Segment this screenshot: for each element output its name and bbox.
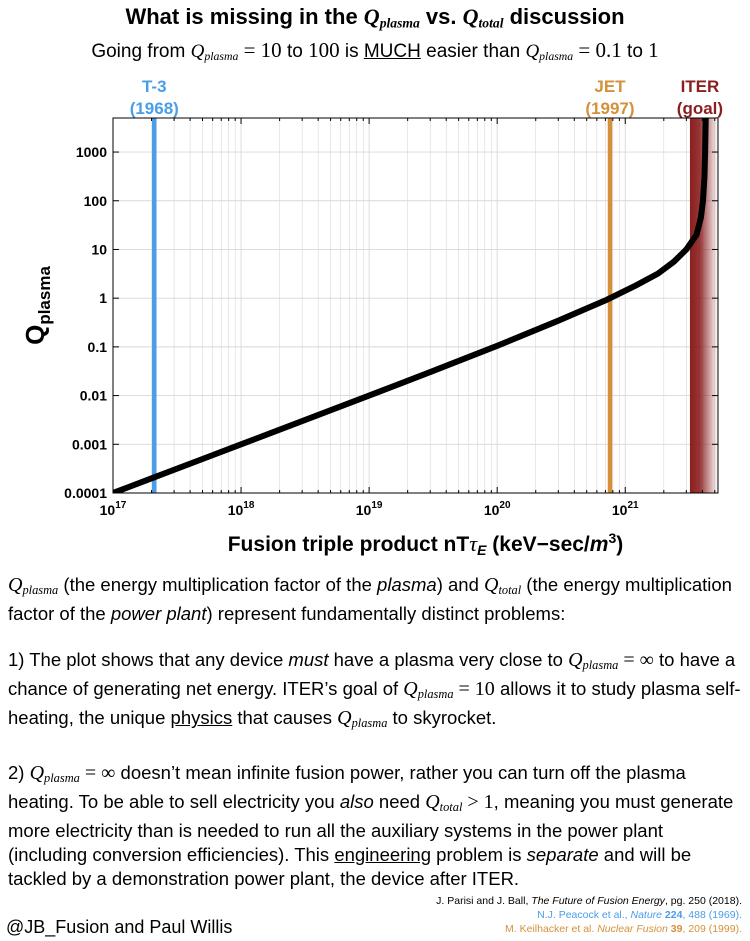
- y-axis-label: Qplasma: [20, 266, 54, 345]
- subtitle-much: MUCH: [363, 41, 421, 62]
- paragraph-3: 2) Qplasma = ∞ doesn’t mean infinite fus…: [8, 762, 734, 890]
- title-text-mid: vs.: [419, 4, 463, 29]
- x-tick-label: 1020: [484, 500, 511, 518]
- marker-year-label: (1997): [585, 99, 634, 118]
- q-plasma-term: Qplasma: [8, 574, 59, 598]
- marker-name-label: ITER: [681, 77, 720, 96]
- y-tick-label: 0.1: [88, 339, 108, 355]
- paragraph-1: Qplasma (the energy multiplication facto…: [8, 574, 732, 625]
- chart-subtitle: Going from Qplasma = 10 to 100 is MUCH e…: [91, 38, 659, 63]
- q-total-term: Qtotal: [484, 574, 522, 598]
- y-tick-label: 0.0001: [64, 485, 107, 501]
- fusion-chart: 0.0001 0.001 0.01 0.1 1 10 100 1000 1017 1018 1019…: [20, 77, 723, 558]
- title-q-plasma: Qplasma: [363, 4, 420, 31]
- marker-year-label: (1968): [130, 99, 179, 118]
- marker-name-label: JET: [594, 77, 626, 96]
- y-tick-label: 0.001: [72, 436, 107, 452]
- x-tick-label: 1018: [228, 500, 255, 518]
- references: J. Parisi and J. Ball, The Future of Fus…: [436, 894, 742, 936]
- x-axis-label: Fusion triple product nTτE (keV−sec/m3): [228, 530, 624, 558]
- chart-title: What is missing in the Qplasma vs. Qtota…: [0, 4, 750, 31]
- y-tick-label: 0.01: [80, 388, 107, 404]
- reference-keilhacker: M. Keilhacker et al. Nuclear Fusion 39, …: [505, 923, 742, 935]
- paragraph-2: 1) The plot shows that any device must h…: [8, 649, 741, 731]
- y-tick-label: 1000: [76, 144, 107, 160]
- q-plasma-curve: [113, 118, 709, 493]
- title-q-total: Qtotal: [462, 4, 504, 31]
- x-tick-label: 1021: [612, 500, 639, 518]
- title-text-start: What is missing in the: [125, 4, 364, 29]
- author-credit: @JB_Fusion and Paul Willis: [6, 917, 233, 937]
- y-tick-label: 100: [84, 193, 108, 209]
- reference-parisi-ball: J. Parisi and J. Ball, The Future of Fus…: [436, 895, 742, 907]
- x-tick-label: 1019: [356, 500, 383, 518]
- plot-frame: [112, 117, 719, 494]
- marker-name-label: T-3: [142, 77, 167, 96]
- reference-peacock: N.J. Peacock et al., Nature 224, 488 (19…: [537, 909, 742, 921]
- title-text-end: discussion: [503, 4, 625, 29]
- y-tick-label: 1: [99, 290, 107, 306]
- y-tick-label: 10: [91, 241, 107, 257]
- marker-year-label: (goal): [677, 99, 723, 118]
- x-tick-label: 1017: [100, 500, 127, 518]
